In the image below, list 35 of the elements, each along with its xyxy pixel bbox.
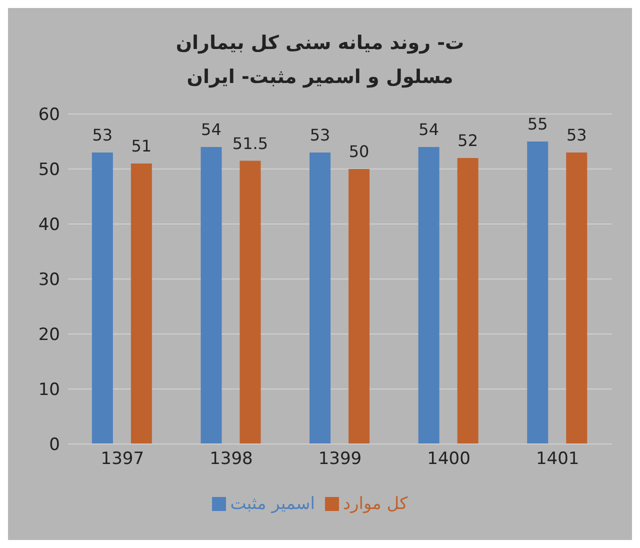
x-tick-label: 1398: [210, 449, 253, 470]
x-tick-label: 1400: [427, 449, 470, 470]
y-tick-label: 40: [38, 215, 60, 236]
x-tick-label: 1399: [318, 449, 362, 470]
bar: [457, 158, 478, 444]
bar: [348, 169, 370, 444]
chart-title: ت- روند میانه سنی کل بیماران مسلول و اسمیر مثبت- ایران: [174, 31, 466, 90]
legend-label: اسمیر مثبت: [230, 494, 315, 514]
data-label: 53: [92, 126, 113, 144]
bar: [240, 160, 261, 444]
data-label: 51: [131, 136, 152, 156]
bar: [200, 147, 222, 444]
bar: [527, 142, 548, 444]
data-label: 53: [566, 126, 587, 144]
y-tick-label: 50: [38, 160, 60, 180]
data-label: 55: [527, 114, 548, 134]
data-label: 52: [458, 131, 478, 150]
bar: [92, 152, 113, 444]
x-tick-label: 1397: [100, 449, 144, 470]
y-tick-label: 30: [38, 270, 60, 290]
data-label: 54: [418, 120, 440, 139]
data-label: 50: [348, 142, 370, 161]
data-label: 54: [201, 120, 222, 139]
legend-label: کل موارد: [343, 494, 408, 514]
data-label: 53: [310, 126, 330, 144]
y-tick-label: 60: [38, 105, 60, 126]
bar: [566, 152, 588, 444]
y-tick-label: 0: [49, 435, 60, 456]
bar: [418, 147, 440, 444]
bar: [310, 152, 331, 444]
data-label: 51.5: [232, 134, 268, 153]
y-tick-label: 10: [38, 380, 60, 400]
bar: [130, 164, 152, 444]
y-tick-label: 20: [38, 325, 60, 346]
x-tick-label: 1401: [536, 449, 580, 470]
